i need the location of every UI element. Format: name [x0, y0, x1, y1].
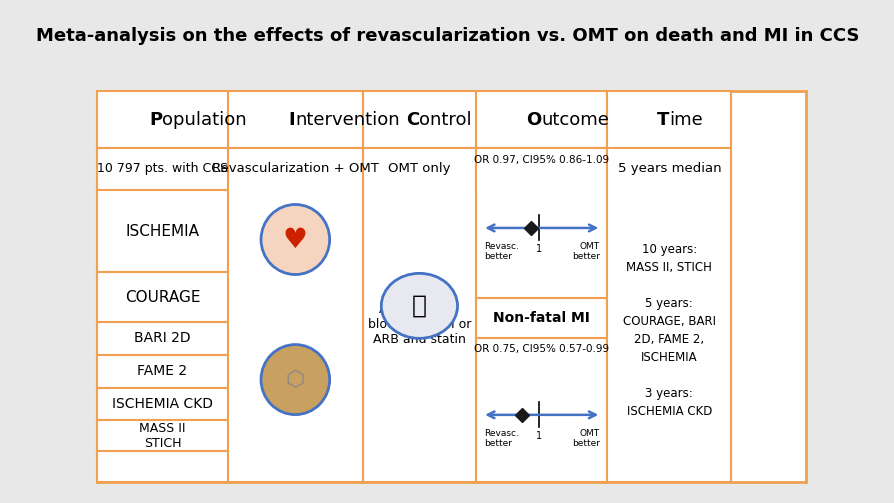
- Text: ISCHEMIA CKD: ISCHEMIA CKD: [112, 397, 213, 411]
- Text: O: O: [526, 111, 541, 129]
- Text: opulation: opulation: [162, 111, 247, 129]
- Text: 10 797 pts. with CCS: 10 797 pts. with CCS: [97, 162, 228, 176]
- Text: 1: 1: [536, 432, 542, 441]
- FancyBboxPatch shape: [97, 322, 228, 355]
- Text: Revasc.
better: Revasc. better: [484, 429, 518, 448]
- FancyBboxPatch shape: [97, 190, 228, 273]
- FancyBboxPatch shape: [476, 298, 607, 338]
- FancyBboxPatch shape: [97, 148, 228, 190]
- FancyBboxPatch shape: [97, 355, 228, 388]
- Text: COURAGE: COURAGE: [124, 290, 200, 305]
- Text: ontrol: ontrol: [419, 111, 471, 129]
- Text: ⬡: ⬡: [285, 370, 305, 390]
- FancyBboxPatch shape: [607, 92, 730, 148]
- FancyBboxPatch shape: [362, 92, 476, 148]
- FancyBboxPatch shape: [228, 148, 362, 481]
- Text: FAME 2: FAME 2: [137, 364, 187, 378]
- Text: Revasc.
better: Revasc. better: [484, 242, 518, 262]
- FancyBboxPatch shape: [228, 92, 362, 148]
- Text: OMT only: OMT only: [388, 162, 451, 176]
- Ellipse shape: [381, 273, 457, 339]
- Text: OMT
better: OMT better: [571, 429, 599, 448]
- Text: Non-fatal MI: Non-fatal MI: [493, 311, 589, 325]
- FancyBboxPatch shape: [607, 148, 730, 481]
- Text: P: P: [149, 111, 162, 129]
- FancyBboxPatch shape: [476, 92, 607, 148]
- Text: C: C: [406, 111, 419, 129]
- Text: ISCHEMIA: ISCHEMIA: [125, 224, 199, 239]
- Text: T: T: [656, 111, 669, 129]
- Ellipse shape: [261, 205, 329, 275]
- FancyBboxPatch shape: [97, 92, 228, 148]
- Text: I: I: [289, 111, 295, 129]
- Ellipse shape: [261, 345, 329, 414]
- Text: 💊: 💊: [411, 294, 426, 318]
- FancyBboxPatch shape: [362, 148, 476, 481]
- Text: Meta-analysis on the effects of revascularization vs. OMT on death and MI in CCS: Meta-analysis on the effects of revascul…: [36, 27, 858, 45]
- Text: 10 years:
MASS II, STICH

5 years:
COURAGE, BARI
2D, FAME 2,
ISCHEMIA

3 years:
: 10 years: MASS II, STICH 5 years: COURAG…: [622, 243, 715, 418]
- Text: ime: ime: [669, 111, 703, 129]
- Text: 5 years median: 5 years median: [617, 162, 721, 176]
- Text: 1: 1: [536, 244, 542, 255]
- Text: ♥: ♥: [283, 225, 308, 254]
- Text: Revascularization + OMT: Revascularization + OMT: [212, 162, 378, 176]
- FancyBboxPatch shape: [476, 338, 607, 481]
- FancyBboxPatch shape: [97, 92, 805, 481]
- Text: OR 0.97, CI95% 0.86-1.09: OR 0.97, CI95% 0.86-1.09: [474, 155, 609, 165]
- Text: OR 0.75, CI95% 0.57-0.99: OR 0.75, CI95% 0.57-0.99: [474, 344, 609, 354]
- FancyBboxPatch shape: [476, 148, 607, 298]
- Text: MASS II
STICH: MASS II STICH: [139, 422, 185, 450]
- Text: ntervention: ntervention: [295, 111, 400, 129]
- FancyBboxPatch shape: [97, 273, 228, 322]
- Text: utcome: utcome: [541, 111, 609, 129]
- FancyBboxPatch shape: [97, 451, 228, 481]
- Text: OMT
better: OMT better: [571, 242, 599, 262]
- Text: Aspirin, Beta
blocker, ACE-I or
ARB and statin: Aspirin, Beta blocker, ACE-I or ARB and …: [367, 303, 470, 346]
- FancyBboxPatch shape: [476, 148, 607, 190]
- Text: BARI 2D: BARI 2D: [134, 331, 190, 345]
- FancyBboxPatch shape: [97, 421, 228, 451]
- FancyBboxPatch shape: [97, 388, 228, 421]
